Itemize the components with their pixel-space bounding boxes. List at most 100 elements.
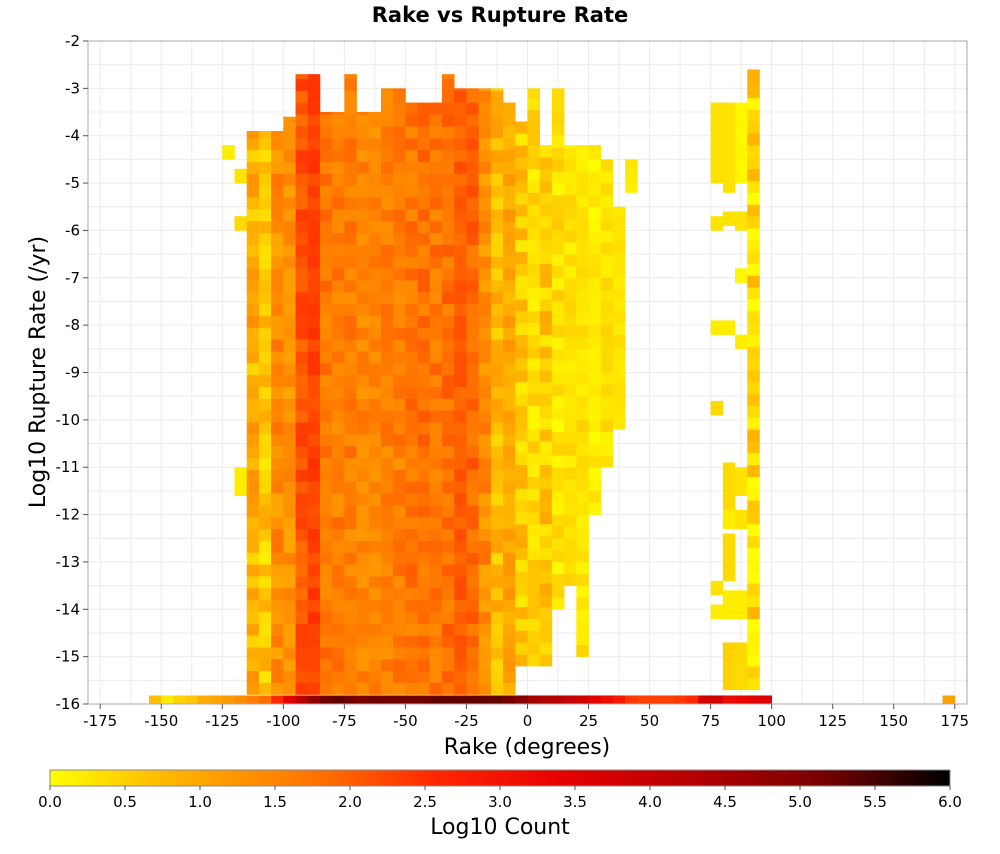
heatmap-cell xyxy=(332,587,345,601)
x-tick-label: 50 xyxy=(640,712,659,730)
heatmap-cell xyxy=(332,635,345,648)
heatmap-cell xyxy=(747,559,760,572)
heatmap-cell xyxy=(454,540,467,553)
heatmap-cell xyxy=(393,682,406,695)
heatmap-cell xyxy=(564,372,577,385)
heatmap-cell xyxy=(600,277,614,290)
heatmap-cell xyxy=(515,145,528,158)
heatmap-cell xyxy=(576,325,589,338)
heatmap-cell xyxy=(356,647,370,660)
heatmap-cell xyxy=(307,126,321,139)
heatmap-cell xyxy=(539,145,553,158)
heatmap-cell xyxy=(442,505,455,518)
heatmap-cell xyxy=(332,197,345,210)
heatmap-cell xyxy=(442,339,455,352)
heatmap-cell xyxy=(722,695,736,705)
heatmap-cell xyxy=(332,327,345,340)
heatmap-cell xyxy=(197,695,211,705)
heatmap-cell xyxy=(295,410,309,423)
heatmap-cell xyxy=(576,159,589,172)
heatmap-cell xyxy=(490,161,504,174)
y-tick-label: -9 xyxy=(65,364,80,382)
heatmap-cell xyxy=(600,313,614,326)
heatmap-cell xyxy=(478,351,492,364)
heatmap-cell xyxy=(295,422,309,435)
heatmap-cell xyxy=(344,78,357,92)
heatmap-cell xyxy=(258,363,272,376)
heatmap-cell xyxy=(429,149,443,163)
heatmap-cell xyxy=(442,351,455,364)
heatmap-cell xyxy=(503,291,516,305)
heatmap-cell xyxy=(344,434,357,447)
heatmap-cell xyxy=(442,445,455,459)
heatmap-cell xyxy=(429,623,443,636)
heatmap-cell xyxy=(368,469,382,482)
heatmap-cell xyxy=(429,209,443,222)
heatmap-cell xyxy=(258,457,272,470)
heatmap-cell xyxy=(417,659,431,672)
heatmap-cell xyxy=(564,277,577,290)
heatmap-cell xyxy=(332,445,345,459)
heatmap-cell xyxy=(429,173,443,186)
heatmap-cell xyxy=(332,505,345,518)
heatmap-cell xyxy=(527,275,541,288)
heatmap-cell xyxy=(564,194,577,208)
heatmap-cell xyxy=(722,557,736,570)
heatmap-cell xyxy=(295,552,309,565)
heatmap-cell xyxy=(747,310,760,324)
heatmap-cell xyxy=(368,445,382,459)
heatmap-cell xyxy=(344,374,357,388)
heatmap-cell xyxy=(381,303,394,316)
heatmap-cell xyxy=(747,263,760,276)
heatmap-cell xyxy=(576,585,589,598)
heatmap-cell xyxy=(466,173,479,186)
heatmap-cell xyxy=(344,659,357,672)
heatmap-cell xyxy=(381,493,394,506)
heatmap-cell xyxy=(490,327,504,340)
heatmap-cell xyxy=(515,429,528,442)
heatmap-cell xyxy=(515,583,528,596)
heatmap-cell xyxy=(246,659,260,672)
heatmap-cell xyxy=(454,327,467,340)
heatmap-cell xyxy=(258,339,272,352)
heatmap-cell xyxy=(503,256,516,269)
heatmap-cell xyxy=(368,363,382,376)
heatmap-cell xyxy=(393,197,406,210)
heatmap-cell xyxy=(600,194,614,208)
heatmap-cell xyxy=(319,587,333,601)
heatmap-cell xyxy=(539,559,553,572)
heatmap-cell xyxy=(258,599,272,612)
heatmap-cell xyxy=(368,457,382,470)
heatmap-cell xyxy=(576,419,589,432)
heatmap-cell xyxy=(283,303,296,316)
heatmap-cell xyxy=(368,232,382,245)
heatmap-cell xyxy=(307,339,321,352)
heatmap-cell xyxy=(429,351,443,364)
heatmap-cell xyxy=(564,408,577,421)
heatmap-cell xyxy=(417,469,431,482)
heatmap-cell xyxy=(271,599,284,612)
heatmap-cell xyxy=(258,374,272,388)
heatmap-cell xyxy=(442,114,455,127)
heatmap-cell xyxy=(344,386,357,399)
heatmap-cell xyxy=(319,197,333,210)
heatmap-cell xyxy=(283,576,296,589)
heatmap-cell xyxy=(319,291,333,305)
heatmap-cell xyxy=(307,220,321,234)
heatmap-cell xyxy=(551,194,565,208)
heatmap-cell xyxy=(319,220,333,234)
heatmap-cell xyxy=(332,528,345,541)
heatmap-cell xyxy=(735,467,748,473)
heatmap-cell xyxy=(454,434,467,447)
heatmap-cell xyxy=(356,682,370,695)
heatmap-cell xyxy=(307,635,321,648)
heatmap-cell xyxy=(417,363,431,376)
heatmap-cell xyxy=(527,168,541,182)
heatmap-cell xyxy=(368,564,382,577)
heatmap-cell xyxy=(442,161,455,174)
heatmap-cell xyxy=(576,254,589,267)
heatmap-cell xyxy=(747,299,760,312)
heatmap-cell xyxy=(478,682,492,695)
heatmap-cell xyxy=(539,239,553,253)
heatmap-cell xyxy=(344,611,357,624)
